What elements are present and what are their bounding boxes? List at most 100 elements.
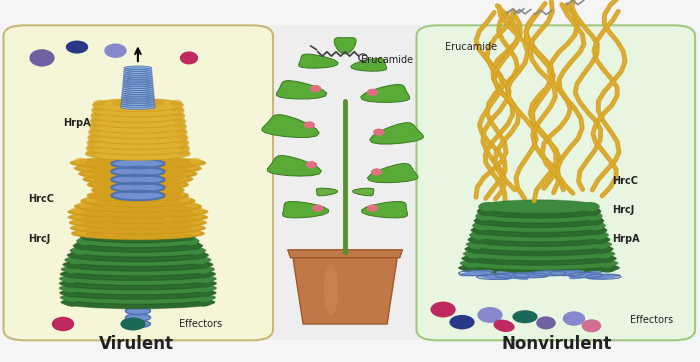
Ellipse shape — [111, 159, 164, 168]
Ellipse shape — [102, 212, 115, 219]
Ellipse shape — [72, 207, 85, 213]
Ellipse shape — [132, 143, 144, 150]
Ellipse shape — [111, 175, 164, 184]
Ellipse shape — [175, 227, 192, 236]
Ellipse shape — [63, 279, 80, 288]
Ellipse shape — [475, 216, 493, 226]
Ellipse shape — [459, 270, 493, 276]
Ellipse shape — [471, 223, 607, 237]
Ellipse shape — [470, 230, 489, 240]
Ellipse shape — [111, 190, 124, 197]
Ellipse shape — [161, 159, 182, 168]
Ellipse shape — [123, 75, 153, 79]
Ellipse shape — [472, 226, 490, 235]
Ellipse shape — [109, 174, 122, 181]
Polygon shape — [370, 123, 424, 144]
Ellipse shape — [111, 116, 124, 123]
Ellipse shape — [132, 132, 144, 139]
Ellipse shape — [107, 169, 120, 175]
Ellipse shape — [92, 180, 104, 186]
Ellipse shape — [156, 169, 169, 175]
Ellipse shape — [195, 270, 212, 278]
Ellipse shape — [176, 138, 188, 144]
Ellipse shape — [60, 291, 216, 304]
Ellipse shape — [125, 320, 150, 328]
Ellipse shape — [125, 307, 150, 315]
Ellipse shape — [89, 127, 102, 134]
Ellipse shape — [83, 169, 95, 175]
Ellipse shape — [461, 263, 480, 273]
Ellipse shape — [132, 111, 144, 117]
Ellipse shape — [152, 116, 164, 123]
Ellipse shape — [191, 207, 204, 213]
Ellipse shape — [111, 111, 124, 117]
Ellipse shape — [479, 200, 599, 214]
Ellipse shape — [467, 244, 485, 254]
Ellipse shape — [104, 228, 116, 235]
Ellipse shape — [463, 247, 615, 261]
Ellipse shape — [162, 207, 174, 213]
Ellipse shape — [80, 230, 195, 243]
Ellipse shape — [92, 111, 104, 117]
Ellipse shape — [477, 274, 512, 280]
FancyBboxPatch shape — [252, 25, 420, 340]
Ellipse shape — [90, 120, 186, 133]
Ellipse shape — [178, 232, 195, 241]
Ellipse shape — [590, 235, 608, 244]
Polygon shape — [351, 58, 386, 71]
Ellipse shape — [468, 233, 610, 247]
Ellipse shape — [64, 293, 80, 302]
Ellipse shape — [563, 311, 585, 326]
Ellipse shape — [72, 246, 89, 255]
Ellipse shape — [185, 163, 197, 170]
Ellipse shape — [102, 207, 114, 213]
Ellipse shape — [587, 221, 605, 230]
Ellipse shape — [111, 167, 164, 176]
Ellipse shape — [596, 254, 614, 263]
Ellipse shape — [160, 223, 173, 230]
Ellipse shape — [122, 81, 153, 85]
Ellipse shape — [72, 212, 85, 219]
Ellipse shape — [74, 239, 202, 252]
Text: Virulent: Virulent — [99, 335, 174, 353]
Ellipse shape — [190, 218, 202, 224]
Ellipse shape — [87, 174, 99, 181]
Ellipse shape — [196, 279, 213, 288]
Ellipse shape — [594, 249, 612, 258]
Ellipse shape — [132, 196, 144, 202]
Ellipse shape — [120, 104, 155, 108]
Ellipse shape — [120, 317, 146, 331]
Ellipse shape — [582, 319, 601, 332]
Ellipse shape — [512, 310, 538, 323]
Ellipse shape — [60, 272, 216, 285]
Ellipse shape — [65, 253, 211, 266]
Ellipse shape — [92, 184, 184, 196]
Ellipse shape — [109, 143, 122, 150]
Ellipse shape — [63, 284, 80, 292]
Ellipse shape — [161, 218, 174, 224]
Ellipse shape — [132, 127, 144, 134]
Ellipse shape — [185, 241, 202, 250]
Ellipse shape — [474, 214, 604, 228]
Ellipse shape — [154, 149, 167, 155]
Ellipse shape — [132, 138, 144, 144]
Ellipse shape — [132, 190, 144, 197]
Ellipse shape — [466, 237, 612, 251]
Ellipse shape — [476, 211, 494, 221]
Ellipse shape — [161, 175, 182, 184]
Polygon shape — [267, 156, 321, 176]
Ellipse shape — [132, 228, 144, 235]
Ellipse shape — [132, 169, 144, 175]
Ellipse shape — [94, 191, 115, 200]
Ellipse shape — [78, 237, 94, 245]
Ellipse shape — [191, 212, 204, 219]
Ellipse shape — [150, 185, 162, 191]
Ellipse shape — [92, 98, 183, 111]
Ellipse shape — [122, 85, 153, 89]
Ellipse shape — [88, 131, 188, 144]
Ellipse shape — [103, 158, 116, 164]
Text: Nonvirulent: Nonvirulent — [501, 335, 612, 353]
Ellipse shape — [66, 41, 88, 54]
Ellipse shape — [122, 92, 154, 96]
Ellipse shape — [93, 100, 106, 106]
